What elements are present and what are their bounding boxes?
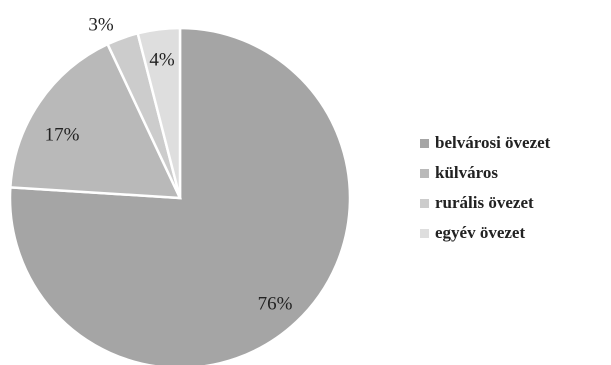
pie-data-label-1: 76% — [258, 293, 293, 314]
pie-data-label-4: 4% — [149, 49, 175, 70]
legend-label-1: belvárosi övezet — [435, 133, 551, 152]
pie-slices — [8, 26, 352, 365]
legend-swatch-2 — [420, 168, 429, 178]
pie-slice-2 — [9, 42, 183, 200]
legend-item-2: külváros — [420, 158, 550, 188]
pie-data-label-3: 3% — [88, 14, 114, 35]
pie-data-label-2: 17% — [45, 124, 80, 145]
legend-label-3: rurális övezet — [435, 193, 534, 212]
legend-swatch-4 — [420, 228, 429, 238]
pie-data-labels: 76% 17% 3% 4% — [45, 14, 293, 314]
legend-swatch-1 — [420, 138, 429, 148]
legend-item-4: egyév övezet — [420, 218, 550, 248]
legend-label-2: külváros — [435, 163, 498, 182]
legend: belvárosi övezet külváros rurális övezet eg… — [420, 128, 550, 248]
legend-label-4: egyév övezet — [435, 223, 526, 242]
legend-item-1: belvárosi övezet — [420, 128, 550, 158]
pie-slice-4 — [136, 26, 182, 199]
legend-swatch-3 — [420, 198, 429, 208]
pie-slice-1 — [8, 26, 352, 365]
legend-item-3: rurális övezet — [420, 188, 550, 218]
